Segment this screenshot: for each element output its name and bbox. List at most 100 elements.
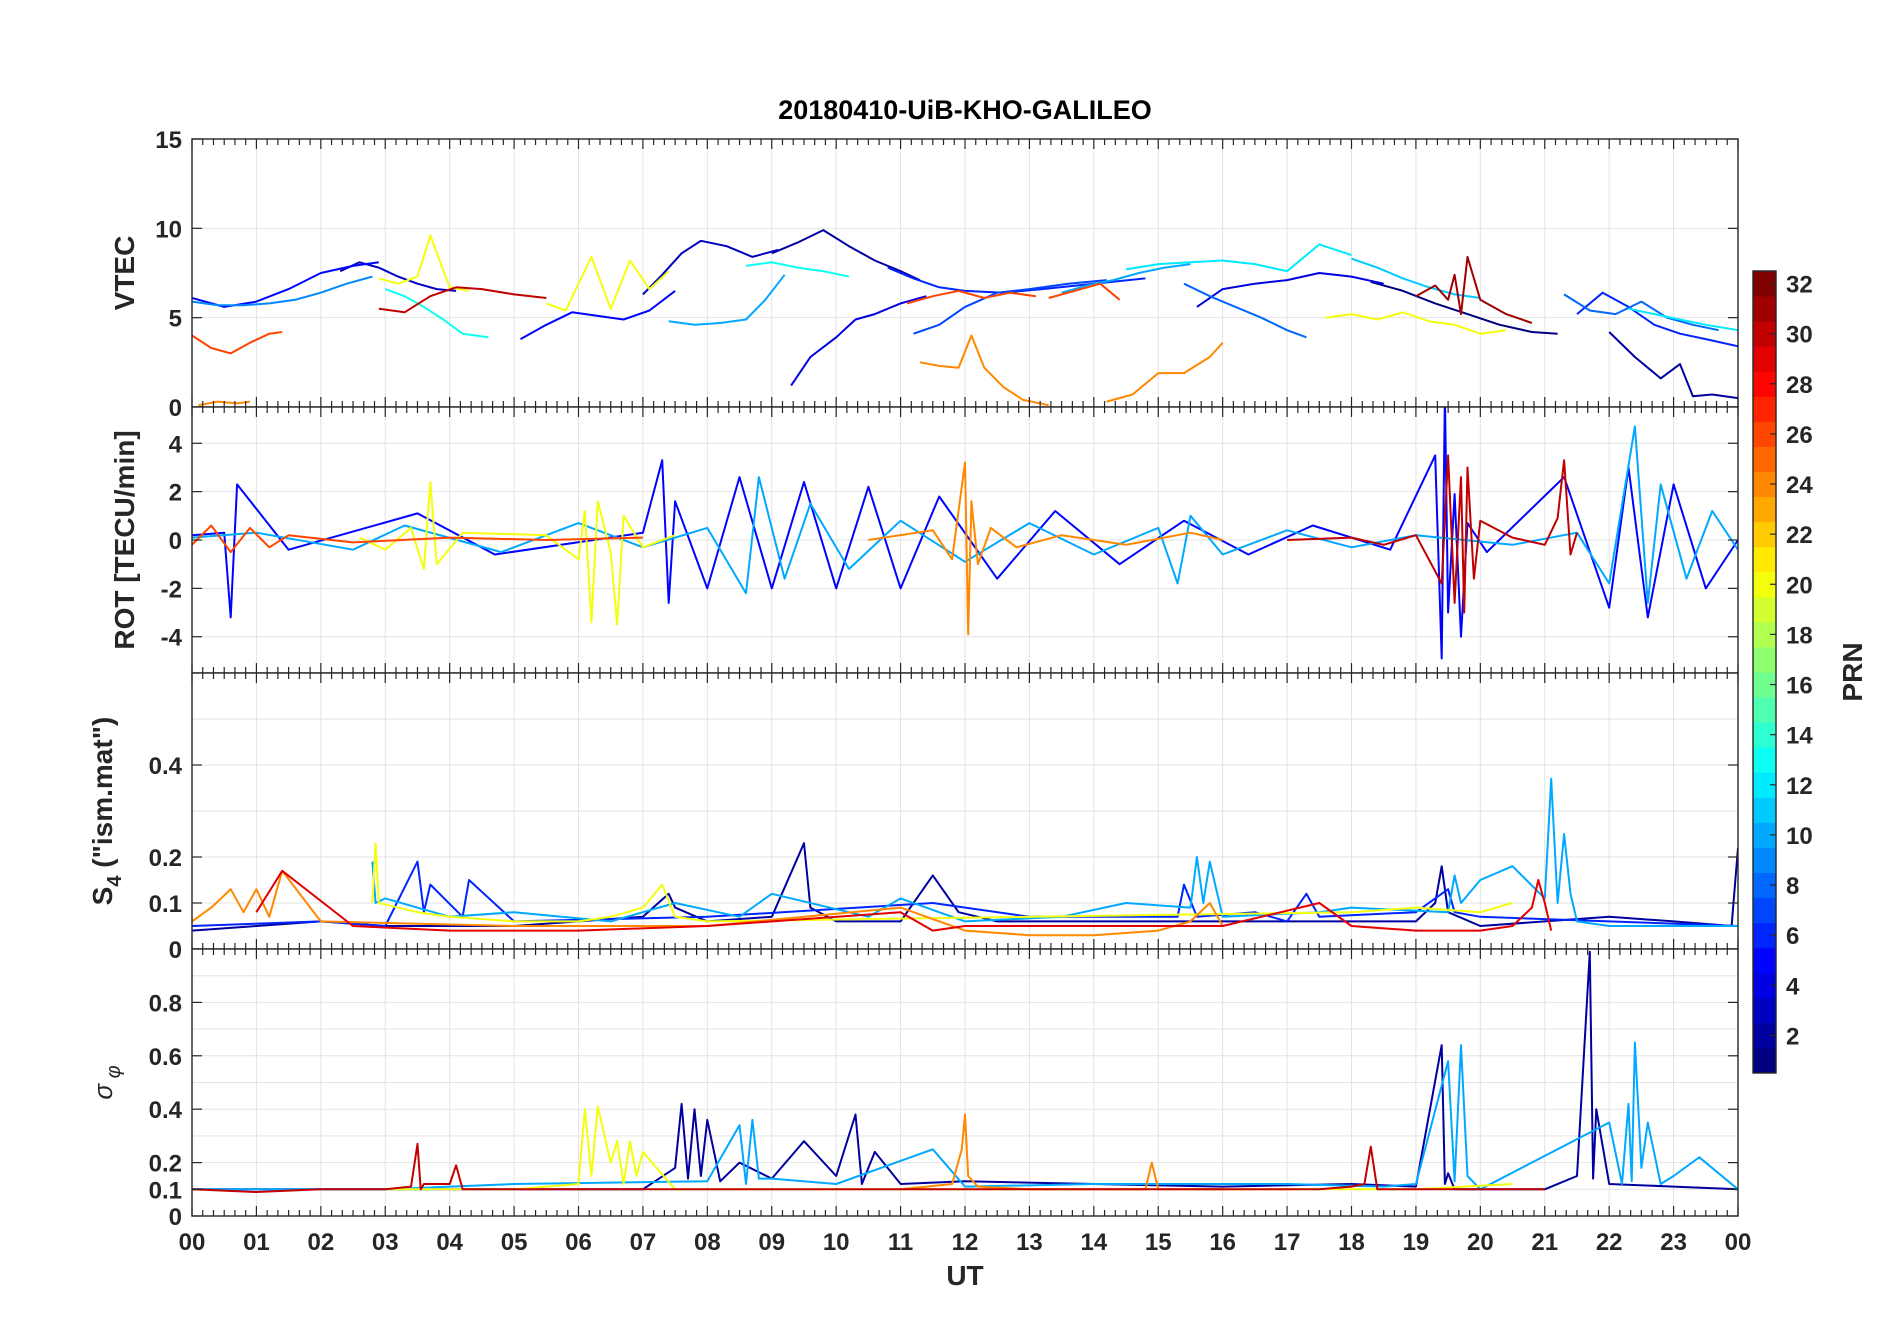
chart-title: 20180410-UiB-KHO-GALILEO (778, 95, 1152, 125)
x-tick-label: 11 (888, 1229, 913, 1256)
y-axis-label: σ φ (88, 1065, 125, 1099)
colorbar-segment (1753, 521, 1776, 548)
series-group (192, 950, 1738, 1193)
colorbar-tick-label: 12 (1786, 773, 1813, 800)
colorbar-segment (1753, 1022, 1776, 1049)
series-line-prn-20 (385, 1105, 1513, 1191)
x-tick-label: 05 (501, 1229, 528, 1256)
x-tick-label: 02 (307, 1229, 334, 1256)
y-tick-label: 5 (169, 306, 182, 333)
x-tick-label: 04 (436, 1229, 463, 1256)
y-tick-label: 4 (169, 431, 183, 458)
y-tick-label: 0 (169, 528, 182, 555)
colorbar-segment (1753, 672, 1776, 698)
series-group (192, 407, 1738, 660)
series-group (192, 777, 1738, 937)
colorbar-segment (1753, 446, 1776, 472)
colorbar-segment (1753, 797, 1776, 823)
colorbar-segment (1753, 496, 1776, 523)
series-line-prn-4 (1196, 272, 1384, 308)
x-tick-label: 00 (179, 1229, 206, 1256)
colorbar-segment (1753, 296, 1776, 322)
series-line-prn-12 (1125, 243, 1352, 273)
y-tick-label: -2 (161, 576, 182, 603)
colorbar-segment (1753, 546, 1776, 573)
series-line-prn-2 (771, 229, 921, 282)
series-line-prn-5 (520, 290, 676, 340)
series-line-prn-9 (192, 275, 373, 307)
colorbar-segment (1753, 697, 1776, 723)
series-line-prn-3 (642, 239, 779, 296)
colorbar-segment (1753, 897, 1776, 924)
colorbar-segment (1753, 421, 1776, 447)
y-tick-label: 0.6 (149, 1044, 182, 1071)
series-line-prn-26 (1048, 282, 1121, 301)
series-line-prn-26 (906, 289, 1037, 305)
colorbar-label: PRN (1837, 642, 1868, 701)
y-axis-label: ROT [TECU/min] (109, 430, 140, 649)
series-line-prn-26 (192, 524, 643, 554)
series-line-prn-29 (255, 869, 1553, 932)
series-line-prn-8 (1183, 282, 1307, 339)
series-line-prn-30 (1287, 454, 1578, 614)
x-tick-label: 07 (630, 1229, 657, 1256)
series-line-prn-20 (359, 481, 676, 626)
colorbar-segment (1753, 772, 1776, 798)
series-line-prn-10 (1061, 263, 1191, 294)
series-line-prn-24 (900, 1113, 1223, 1191)
y-axis-label: S4 ("ism.mat") (87, 717, 126, 906)
colorbar-segment (1753, 621, 1776, 648)
series-line-prn-12 (1628, 307, 1738, 332)
colorbar-segment (1753, 872, 1776, 899)
y-axis-label: VTEC (109, 236, 140, 311)
series-line-prn-6 (1576, 291, 1738, 348)
x-tick-label: 21 (1531, 1229, 1558, 1256)
colorbar-tick-label: 32 (1786, 272, 1813, 299)
colorbar-tick-label: 8 (1786, 873, 1799, 900)
x-tick-label: 10 (823, 1229, 850, 1256)
colorbar-segment (1753, 922, 1776, 949)
series-line-prn-5 (192, 261, 379, 308)
y-tick-label: 0.2 (149, 1151, 182, 1178)
series-line-prn-10 (668, 274, 786, 326)
x-tick-label: 01 (243, 1229, 270, 1256)
x-tick-label: 23 (1660, 1229, 1687, 1256)
x-tick-label: 15 (1145, 1229, 1172, 1256)
colorbar-tick-label: 18 (1786, 622, 1813, 649)
series-line-prn-20 (545, 255, 670, 312)
x-axis-label: UT (946, 1260, 983, 1291)
colorbar-tick-label: 24 (1786, 472, 1813, 499)
colorbar-tick-label: 6 (1786, 923, 1799, 950)
y-tick-label: 2 (169, 480, 182, 507)
colorbar-tick-label: 16 (1786, 673, 1813, 700)
series-line-prn-20 (1325, 311, 1507, 335)
y-tick-label: 0.4 (149, 753, 183, 780)
series-line-prn-24 (919, 334, 1049, 407)
series-line-prn-2 (1608, 331, 1738, 400)
y-axis-label-rest: ("ism.mat") (87, 717, 118, 876)
colorbar-segment (1753, 847, 1776, 873)
series-line-prn-24 (1106, 342, 1224, 403)
x-tick-label: 09 (758, 1229, 785, 1256)
panel-sigma_phi: 00.10.2 0.4 0.6 0.8 σ φ (88, 948, 1739, 1231)
colorbar-segment (1753, 271, 1776, 297)
colorbar-segment (1753, 471, 1776, 498)
series-line-prn-20 (371, 842, 1513, 923)
y-tick-label: 0.4 (149, 1097, 183, 1124)
y-tick-label: 0 (169, 937, 182, 964)
x-tick-label: 14 (1080, 1229, 1107, 1256)
x-tick-label: 12 (952, 1229, 979, 1256)
colorbar-tick-label: 2 (1786, 1023, 1799, 1050)
colorbar-tick-label: 22 (1786, 522, 1813, 549)
colorbar-frame (1752, 270, 1777, 1074)
series-line-prn-26 (192, 331, 283, 355)
series-line-prn-24 (192, 869, 1224, 937)
series-line-prn-4 (790, 295, 927, 387)
series-line-prn-6 (887, 266, 1146, 294)
colorbar-tick-label: 14 (1786, 723, 1813, 750)
y-tick-label: 15 (155, 127, 182, 154)
x-tick-label: 00 (1725, 1229, 1752, 1256)
series-line-prn-10 (192, 1041, 1738, 1191)
